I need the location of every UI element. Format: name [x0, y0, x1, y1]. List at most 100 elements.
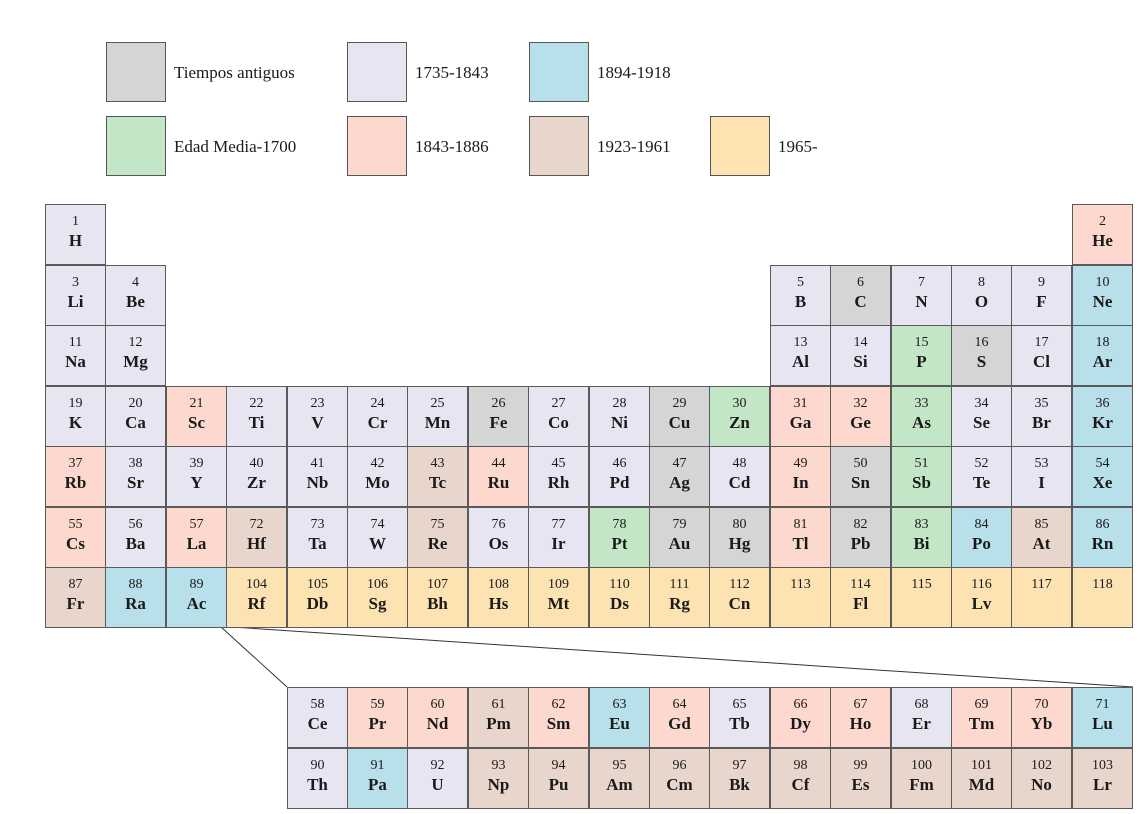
atomic-number: 50: [853, 456, 868, 471]
element-cell: 38 Sr: [105, 446, 166, 507]
element-cell: 48 Cd: [709, 446, 770, 507]
atomic-number: 110: [609, 577, 630, 592]
element-symbol: Pb: [850, 534, 871, 553]
element-symbol: Rn: [1091, 534, 1114, 553]
element-symbol: Pd: [609, 473, 630, 492]
element-cell: 39 Y: [166, 446, 227, 507]
atomic-number: 84: [974, 517, 989, 532]
element-symbol: Zn: [729, 413, 750, 432]
element-cell: 99 Es: [830, 748, 891, 809]
element-cell: 40 Zr: [226, 446, 287, 507]
atomic-number: 14: [853, 335, 868, 350]
element-symbol: Ne: [1092, 292, 1113, 311]
element-cell: 75 Re: [407, 507, 468, 568]
element-cell: 22 Ti: [226, 386, 287, 447]
element-cell: 19 K: [45, 386, 106, 447]
element-symbol: He: [1092, 231, 1113, 250]
atomic-number: 111: [669, 577, 690, 592]
element-symbol: Rh: [547, 473, 570, 492]
atomic-number: 18: [1095, 335, 1110, 350]
element-cell: 93 Np: [468, 748, 529, 809]
element-symbol: Ba: [125, 534, 146, 553]
element-cell: 90 Th: [287, 748, 348, 809]
element-symbol: Np: [487, 775, 510, 794]
element-symbol: Ag: [669, 473, 690, 492]
element-cell: 10 Ne: [1072, 265, 1133, 326]
atomic-number: 24: [370, 396, 385, 411]
element-symbol: Eu: [609, 714, 630, 733]
atomic-number: 117: [1031, 577, 1052, 592]
element-symbol: Ra: [125, 594, 146, 613]
element-cell: 111 Rg: [649, 567, 710, 628]
atomic-number: 118: [1092, 577, 1113, 592]
element-cell: 35 Br: [1011, 386, 1072, 447]
atomic-number: 79: [672, 517, 687, 532]
element-cell: 61 Pm: [468, 687, 529, 748]
element-symbol: Fm: [909, 775, 934, 794]
atomic-number: 29: [672, 396, 687, 411]
element-cell: 76 Os: [468, 507, 529, 568]
element-symbol: Ho: [849, 714, 872, 733]
element-symbol: Mg: [123, 352, 148, 371]
atomic-number: 82: [853, 517, 868, 532]
element-cell: 45 Rh: [528, 446, 589, 507]
element-cell: 117: [1011, 567, 1072, 628]
atomic-number: 108: [488, 577, 509, 592]
element-symbol: Sr: [127, 473, 144, 492]
element-cell: 54 Xe: [1072, 446, 1133, 507]
element-symbol: Lv: [971, 594, 992, 613]
element-cell: 4 Be: [105, 265, 166, 326]
element-cell: 52 Te: [951, 446, 1012, 507]
element-symbol: Cu: [668, 413, 691, 432]
element-symbol: Sg: [368, 594, 387, 613]
element-symbol: Pa: [368, 775, 387, 794]
element-symbol: Ar: [1092, 352, 1113, 371]
atomic-number: 80: [732, 517, 747, 532]
element-symbol: Pu: [548, 775, 569, 794]
element-cell: 15 P: [891, 325, 952, 386]
element-cell: 32 Ge: [830, 386, 891, 447]
element-symbol: Os: [488, 534, 509, 553]
element-symbol: Xe: [1092, 473, 1113, 492]
element-cell: 110 Ds: [589, 567, 650, 628]
element-cell: 59 Pr: [347, 687, 408, 748]
atomic-number: 51: [914, 456, 929, 471]
element-cell: 58 Ce: [287, 687, 348, 748]
element-cell: 17 Cl: [1011, 325, 1072, 386]
element-cell: 66 Dy: [770, 687, 831, 748]
element-cell: 115: [891, 567, 952, 628]
element-cell: 46 Pd: [589, 446, 650, 507]
atomic-number: 45: [551, 456, 566, 471]
legend-swatch: [529, 116, 589, 176]
element-symbol: Te: [972, 473, 991, 492]
element-symbol: Po: [972, 534, 991, 553]
element-cell: 102 No: [1011, 748, 1072, 809]
atomic-number: 42: [370, 456, 385, 471]
element-symbol: Ga: [789, 413, 812, 432]
atomic-number: 48: [732, 456, 747, 471]
atomic-number: 74: [370, 517, 385, 532]
element-cell: 106 Sg: [347, 567, 408, 628]
atomic-number: 1: [72, 214, 79, 229]
element-cell: 92 U: [407, 748, 468, 809]
element-symbol: Rg: [669, 594, 690, 613]
atomic-number: 64: [672, 697, 687, 712]
atomic-number: 49: [793, 456, 808, 471]
atomic-number: 86: [1095, 517, 1110, 532]
element-cell: 21 Sc: [166, 386, 227, 447]
element-cell: 100 Fm: [891, 748, 952, 809]
element-cell: 83 Bi: [891, 507, 952, 568]
element-cell: 82 Pb: [830, 507, 891, 568]
atomic-number: 92: [430, 758, 445, 773]
element-cell: 3 Li: [45, 265, 106, 326]
atomic-number: 38: [128, 456, 143, 471]
element-symbol: Hs: [488, 594, 509, 613]
element-symbol: Cf: [791, 775, 810, 794]
element-symbol: K: [68, 413, 83, 432]
atomic-number: 65: [732, 697, 747, 712]
element-symbol: Nd: [426, 714, 449, 733]
element-symbol: Md: [968, 775, 995, 794]
